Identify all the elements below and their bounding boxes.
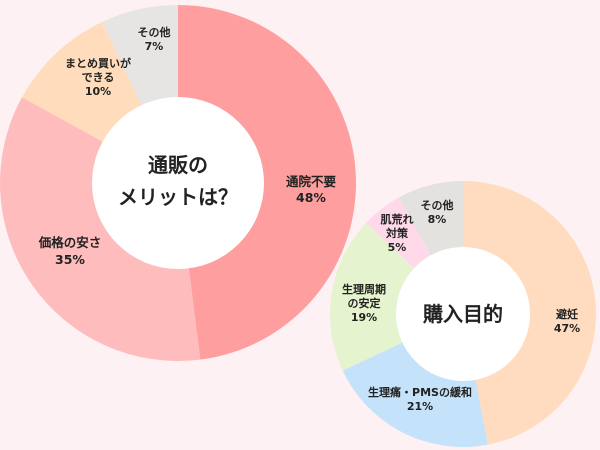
purpose-label-contraception: 避妊	[556, 307, 578, 321]
merits-label-bulk-buy-line-1: まとめ買いが	[65, 56, 131, 70]
merits-value-bulk-buy: 10%	[85, 85, 111, 98]
merits-value-other: 7%	[145, 40, 164, 53]
merits-label-bulk-buy-line-2: できる	[82, 71, 115, 84]
purpose-label-pms-relief: 生理痛・PMSの緩和	[368, 385, 472, 399]
merits-slice-low-price	[0, 97, 201, 361]
merits-value-low-price: 35%	[55, 252, 85, 267]
purpose-value-contraception: 47%	[554, 322, 580, 335]
purpose-title: 購入目的	[423, 302, 503, 326]
purpose-value-pms-relief: 21%	[407, 400, 433, 413]
purpose-value-skin-care: 5%	[388, 241, 407, 254]
chart-purpose: 購入目的 避妊 47% 生理痛・PMSの緩和 21% 生理周期 の安定 19% …	[330, 181, 597, 447]
purpose-label-skin-care-line-1: 肌荒れ	[380, 212, 414, 226]
purpose-slice-cycle-stability	[330, 222, 463, 371]
merits-value-hospital-free: 48%	[296, 190, 326, 205]
purpose-label-other: その他	[421, 198, 454, 212]
purpose-label-skin-care-line-2: 対策	[385, 226, 409, 240]
purpose-label-cycle-stability-line-2: の安定	[348, 296, 381, 310]
merits-slice-hospital-free	[178, 5, 357, 360]
merits-label-hospital-free: 通院不要	[286, 174, 337, 189]
purpose-center-hole	[396, 247, 530, 381]
merits-title-line-2: メリットは？	[118, 185, 238, 209]
merits-title-line-1: 通販の	[148, 153, 208, 177]
purpose-label-cycle-stability-line-1: 生理周期	[342, 282, 386, 296]
purpose-value-cycle-stability: 19%	[351, 311, 377, 324]
chart-merits: 通販の メリットは？ 通院不要 48% 価格の安さ 35% まとめ買いが できる…	[0, 5, 357, 361]
merits-center-hole	[92, 97, 264, 269]
merits-label-low-price: 価格の安さ	[38, 235, 102, 250]
purpose-value-other: 8%	[428, 213, 447, 226]
merits-label-other: その他	[138, 25, 171, 39]
